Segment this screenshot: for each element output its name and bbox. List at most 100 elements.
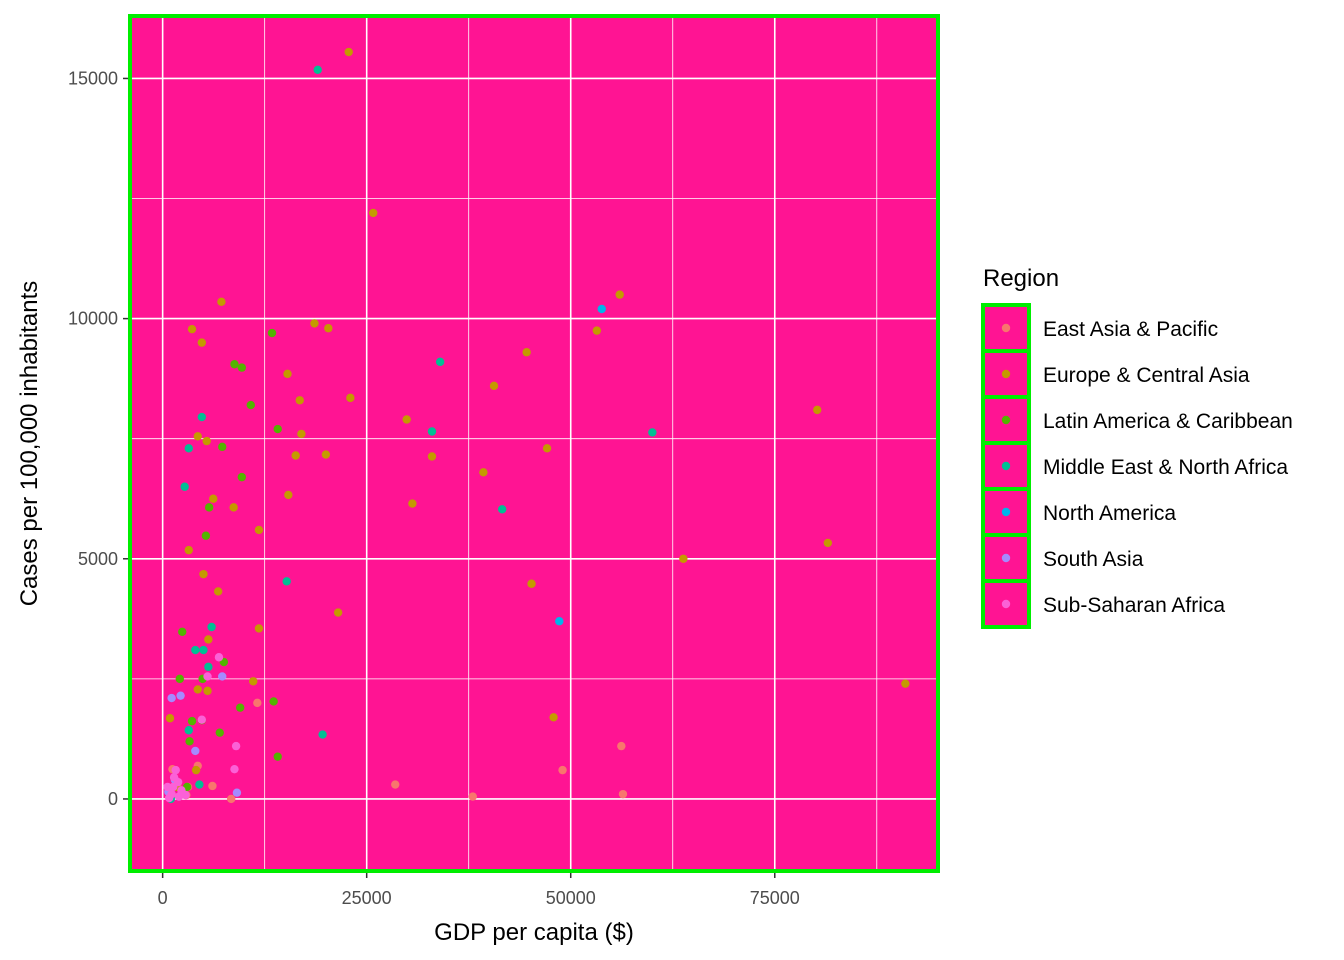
- data-point: [318, 730, 327, 739]
- data-point: [597, 304, 606, 314]
- data-point: [197, 338, 207, 347]
- data-point: [227, 794, 236, 804]
- data-point: [427, 452, 437, 461]
- data-point: [254, 525, 264, 535]
- axes: 0 25000 50000 75000 0 5000 10000 15000: [68, 68, 800, 908]
- data-point: [901, 679, 910, 688]
- data-point: [479, 468, 488, 477]
- legend-key-point: [1001, 323, 1011, 333]
- plot-panel: [130, 16, 938, 871]
- legend-label: Europe & Central Asia: [1043, 364, 1250, 387]
- data-point: [191, 746, 200, 756]
- data-point: [171, 765, 180, 775]
- legend-key-point: [1001, 553, 1011, 563]
- data-point: [199, 569, 208, 579]
- data-point: [249, 677, 258, 686]
- data-point: [324, 324, 333, 333]
- data-point: [191, 645, 200, 655]
- data-point: [321, 450, 331, 459]
- data-point: [527, 579, 536, 588]
- data-point: [618, 789, 628, 799]
- data-point: [197, 412, 207, 422]
- data-point: [181, 790, 190, 800]
- data-point: [230, 360, 239, 369]
- legend-key-point: [1001, 599, 1011, 609]
- legend-key-point: [1001, 461, 1011, 471]
- data-point: [522, 348, 531, 357]
- data-point: [246, 400, 255, 410]
- data-point: [197, 715, 207, 724]
- data-point: [391, 780, 400, 789]
- data-point: [282, 577, 291, 586]
- data-point: [167, 693, 176, 703]
- legend-title: Region: [983, 265, 1059, 292]
- x-axis-title: GDP per capita ($): [434, 919, 634, 946]
- data-point: [184, 545, 193, 555]
- data-point: [215, 728, 224, 737]
- data-point: [237, 363, 247, 372]
- legend-key: [981, 441, 1031, 491]
- data-point: [283, 369, 292, 379]
- y-tick-label: 15000: [68, 68, 118, 88]
- data-point: [542, 444, 552, 453]
- data-point: [229, 503, 238, 512]
- data-point: [203, 686, 212, 696]
- data-point: [617, 741, 626, 751]
- data-point: [549, 713, 558, 722]
- data-point: [497, 505, 507, 514]
- data-point: [176, 691, 185, 700]
- data-point: [169, 773, 179, 782]
- data-point: [615, 290, 624, 299]
- panel-background: [130, 16, 938, 871]
- data-point: [297, 429, 306, 439]
- data-point: [184, 726, 193, 735]
- data-point: [204, 635, 213, 644]
- y-tick-label: 10000: [68, 309, 118, 329]
- data-point: [333, 608, 343, 617]
- data-point: [231, 741, 241, 751]
- data-point: [592, 326, 602, 335]
- x-tick-label: 25000: [342, 888, 392, 908]
- data-point: [184, 444, 193, 453]
- data-point: [313, 65, 322, 74]
- data-point: [193, 685, 202, 694]
- data-point: [174, 792, 184, 801]
- data-point: [254, 624, 264, 633]
- data-point: [208, 781, 217, 791]
- legend-key-point: [1001, 369, 1011, 379]
- legend-label: South Asia: [1043, 548, 1144, 571]
- legend-label: Middle East & North Africa: [1043, 456, 1288, 479]
- data-point: [489, 381, 499, 391]
- legend-key: [981, 579, 1031, 629]
- data-point: [344, 47, 353, 57]
- data-point: [163, 782, 172, 792]
- legend-label: North America: [1043, 502, 1176, 525]
- data-point: [346, 393, 355, 403]
- data-point: [214, 653, 224, 662]
- data-point: [187, 324, 197, 334]
- data-points: [163, 47, 910, 804]
- data-point: [291, 451, 300, 460]
- data-point: [204, 662, 213, 672]
- legend-label: Latin America & Caribbean: [1043, 410, 1293, 433]
- data-point: [218, 442, 227, 452]
- data-point: [217, 297, 226, 307]
- legend-key-point: [1001, 415, 1011, 425]
- data-point: [201, 531, 211, 540]
- data-point: [185, 737, 194, 746]
- data-point: [180, 482, 189, 491]
- x-tick-label: 75000: [750, 888, 800, 908]
- data-point: [269, 697, 278, 706]
- data-point: [175, 674, 184, 684]
- data-point: [191, 765, 201, 775]
- data-point: [679, 554, 688, 563]
- data-point: [237, 472, 247, 482]
- data-point: [213, 587, 223, 596]
- legend-key-point: [1001, 507, 1011, 517]
- legend-key: [981, 533, 1031, 583]
- data-point: [648, 428, 657, 437]
- data-point: [813, 405, 822, 415]
- legend-label: Sub-Saharan Africa: [1043, 594, 1225, 617]
- data-point: [235, 703, 245, 712]
- data-point: [558, 765, 567, 775]
